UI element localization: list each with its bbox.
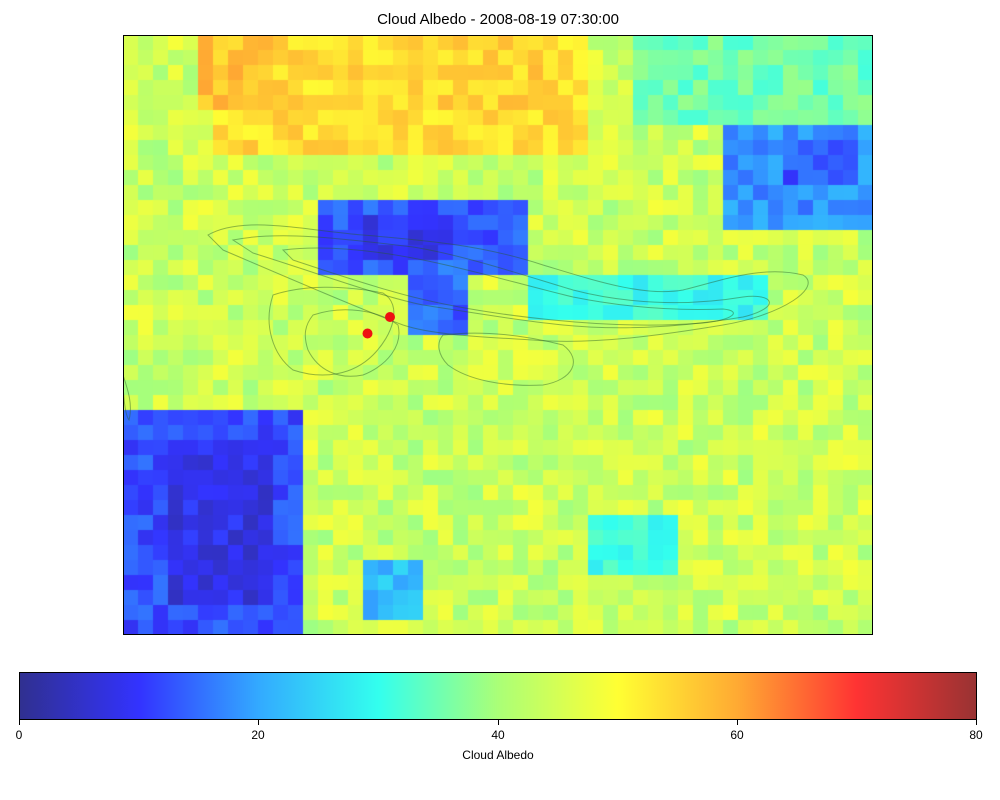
colorbar-tick [737,720,738,725]
colorbar-label: Cloud Albedo [462,748,534,762]
colorbar-tick [498,720,499,725]
albedo-heatmap [123,35,873,635]
terrain-contour-overlay [123,224,809,422]
terrain-contour [123,374,131,422]
terrain-contour [207,224,809,342]
site-marker [362,328,373,339]
colorbar-tick [976,720,977,725]
terrain-contour [304,309,400,377]
colorbar-tick-label: 60 [730,728,744,742]
colorbar-tick-label: 0 [15,728,23,742]
colorbar-ticks: 0 20 40 60 80 [15,720,983,750]
colorbar-tick [258,720,259,725]
colorbar-tick-label: 20 [251,728,265,742]
plot-area [123,35,873,635]
colorbar-tick-label: 40 [491,728,505,742]
terrain-contour [268,286,395,376]
colorbar-tick [19,720,20,725]
terrain-contour [231,235,770,329]
terrain-contour [281,247,734,326]
terrain-contour [438,332,574,386]
colorbar [19,672,977,720]
colorbar-tick-label: 80 [969,728,983,742]
chart-title: Cloud Albedo - 2008-08-19 07:30:00 [377,11,619,28]
site-marker [385,312,395,322]
